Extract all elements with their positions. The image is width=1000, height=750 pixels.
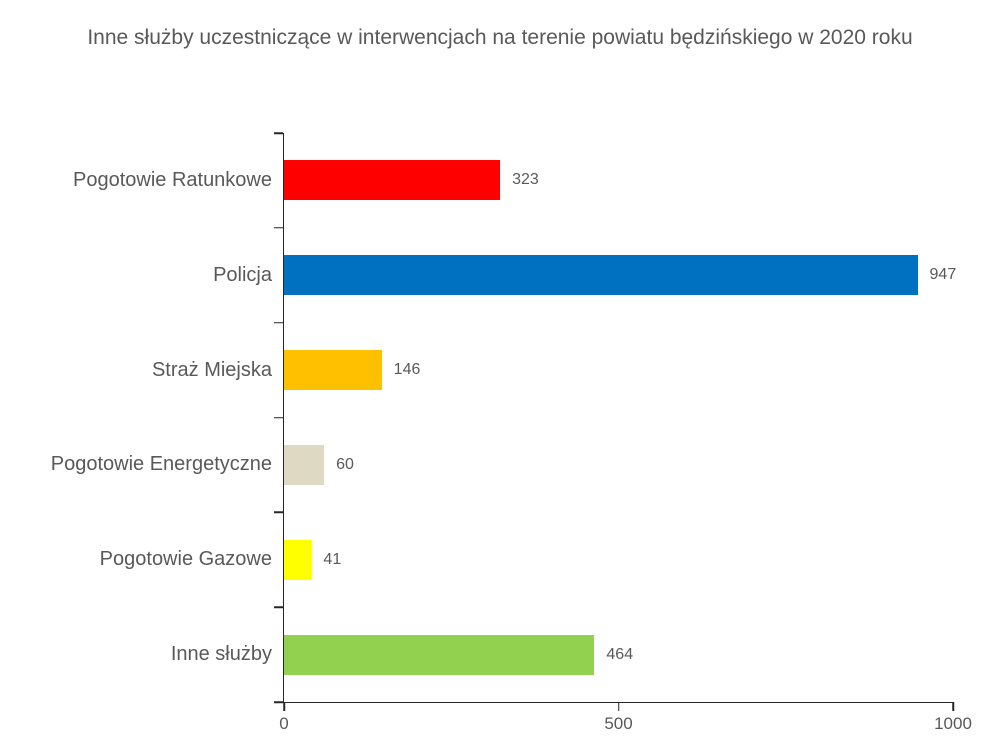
y-tick bbox=[273, 511, 283, 514]
bar-row: Straż Miejska 146 bbox=[152, 323, 953, 418]
bar-straz-miejska bbox=[284, 350, 382, 391]
category-label: Straż Miejska bbox=[151, 358, 272, 381]
value-label: 947 bbox=[929, 266, 957, 284]
bar-row: Pogotowie Ratunkowe 323 bbox=[73, 133, 953, 228]
y-tick bbox=[273, 606, 283, 608]
bar-pogotowie-gazowe bbox=[284, 539, 312, 580]
value-label: 41 bbox=[323, 550, 342, 568]
plot-area: Pogotowie Ratunkowe 323 Policja 947 Stra… bbox=[51, 132, 972, 733]
x-tick bbox=[952, 702, 954, 711]
bar-row: Pogotowie Gazowe 41 bbox=[100, 512, 953, 607]
value-label: 60 bbox=[336, 455, 354, 473]
bar-pogotowie-ratunkowe bbox=[284, 160, 501, 201]
chart-title: Inne służby uczestniczące w interwencjac… bbox=[87, 26, 913, 49]
bar-pogotowie-energetyczne bbox=[284, 444, 325, 485]
category-label: Pogotowie Gazowe bbox=[99, 548, 272, 571]
bars-container: Pogotowie Ratunkowe 323 Policja 947 Stra… bbox=[51, 133, 956, 702]
bar-row: Pogotowie Energetyczne 60 bbox=[51, 417, 953, 512]
x-tick-label: 500 bbox=[604, 714, 633, 733]
value-label: 323 bbox=[512, 171, 539, 189]
y-tick bbox=[273, 416, 283, 419]
bar-row: Inne służby 464 bbox=[171, 607, 953, 702]
value-label: 146 bbox=[393, 361, 421, 379]
category-label: Inne służby bbox=[170, 643, 272, 666]
bar-inne-sluzby bbox=[284, 634, 595, 675]
category-label: Policja bbox=[213, 263, 272, 286]
y-tick bbox=[273, 321, 283, 324]
bar-policja bbox=[284, 255, 918, 296]
y-tick bbox=[273, 132, 283, 134]
category-label: Pogotowie Ratunkowe bbox=[72, 168, 272, 191]
x-tick bbox=[283, 702, 285, 711]
y-tick bbox=[273, 227, 283, 229]
category-label: Pogotowie Energetyczne bbox=[50, 453, 272, 476]
y-tick bbox=[273, 701, 283, 703]
x-tick bbox=[617, 702, 620, 711]
value-label: 464 bbox=[606, 645, 634, 663]
x-tick-label: 0 bbox=[279, 714, 289, 733]
x-tick-label: 1000 bbox=[934, 714, 972, 733]
bar-row: Policja 947 bbox=[213, 228, 956, 323]
